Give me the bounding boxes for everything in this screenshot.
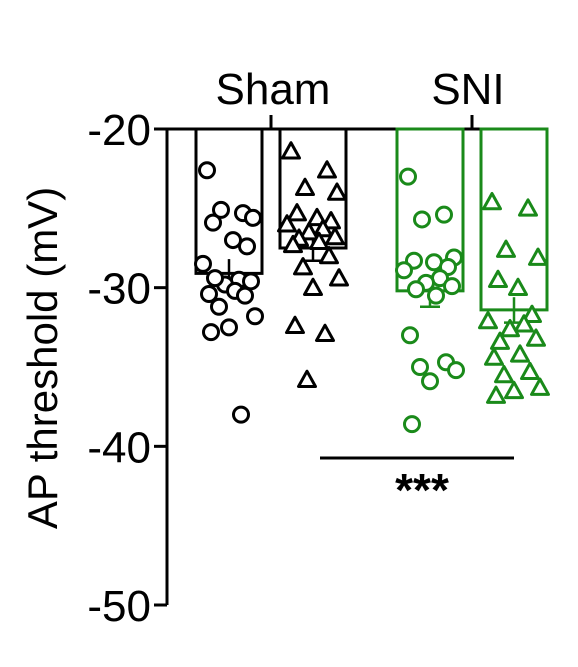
data-point-circle — [242, 272, 260, 291]
data-point-triangle — [303, 277, 323, 296]
data-point-triangle — [494, 364, 514, 384]
data-point-triangle — [496, 239, 516, 258]
data-point-triangle — [528, 247, 548, 266]
y-tick-label: -40 — [87, 423, 151, 472]
data-point-triangle — [285, 315, 305, 335]
data-point-triangle — [317, 160, 337, 179]
y-tick-label: -20 — [87, 106, 151, 155]
data-point-circle — [401, 326, 419, 345]
data-point-triangle — [522, 304, 542, 323]
data-point-circle — [427, 286, 445, 305]
data-point-circle — [244, 208, 262, 227]
data-point-circle — [212, 200, 230, 219]
data-point-triangle — [283, 234, 303, 254]
data-point-triangle — [530, 377, 550, 396]
data-point-circle — [395, 261, 413, 280]
data-point-circle — [206, 269, 224, 288]
data-point-triangle — [325, 226, 345, 246]
data-point-triangle — [484, 347, 504, 366]
data-point-circle — [435, 205, 453, 224]
data-point-triangle — [287, 203, 307, 222]
data-point-circle — [421, 372, 439, 391]
data-point-circle — [411, 358, 429, 376]
data-point-circle — [198, 161, 216, 180]
axes: -20 -30 -40 -50 — [87, 106, 548, 631]
data-point-triangle — [309, 231, 329, 250]
data-point-triangle — [500, 318, 520, 338]
data-point-circle — [194, 254, 212, 273]
data-point-triangle — [299, 222, 319, 241]
data-point-triangle — [482, 191, 502, 211]
data-point-triangle — [508, 277, 528, 296]
data-point-circle — [224, 231, 242, 250]
data-point-circle — [220, 318, 238, 337]
y-tick-label: -50 — [87, 582, 151, 631]
data-point-triangle — [518, 198, 538, 217]
data-point-circle — [236, 286, 254, 305]
data-point-triangle — [315, 323, 335, 342]
data-point-triangle — [520, 361, 540, 381]
data-point-triangle — [504, 380, 524, 400]
data-point-triangle — [510, 344, 530, 363]
data-point-triangle — [321, 211, 341, 230]
data-point-triangle — [319, 245, 339, 265]
y-tick-label: -30 — [87, 265, 151, 314]
data-point-circle — [246, 307, 264, 326]
data-point-circle — [403, 415, 421, 434]
data-point-triangle — [486, 385, 506, 404]
data-point-circle — [204, 213, 222, 232]
group-label-sham: Sham — [216, 65, 331, 114]
data-point-circle — [238, 237, 256, 256]
data-point-circle — [210, 297, 228, 316]
data-point-circle — [447, 361, 465, 380]
data-point-circle — [202, 323, 220, 342]
data-point-triangle — [526, 328, 546, 347]
data-point-circle — [407, 280, 425, 299]
data-point-circle — [413, 210, 431, 229]
data-point-triangle — [478, 310, 498, 330]
y-axis-label: AP threshold (mV) — [19, 187, 66, 529]
data-point-triangle — [295, 177, 315, 197]
data-point-triangle — [293, 257, 313, 276]
data-point-triangle — [490, 331, 510, 350]
labels: AP threshold (mV) Sham SNI *** — [19, 65, 505, 529]
data-point-triangle — [514, 314, 534, 333]
data-point-circle — [443, 277, 461, 296]
data-point-triangle — [327, 182, 347, 201]
data-point-triangle — [277, 214, 297, 233]
group-label-sni: SNI — [431, 65, 504, 114]
data-point-triangle — [329, 268, 349, 287]
data-point-triangle — [488, 269, 508, 289]
data-point-circle — [232, 405, 250, 424]
significance-label: *** — [395, 464, 449, 516]
data-points — [194, 141, 550, 434]
data-point-triangle — [297, 369, 317, 388]
data-point-circle — [399, 167, 417, 186]
data-point-triangle — [281, 141, 301, 160]
data-point-circle — [200, 285, 218, 304]
